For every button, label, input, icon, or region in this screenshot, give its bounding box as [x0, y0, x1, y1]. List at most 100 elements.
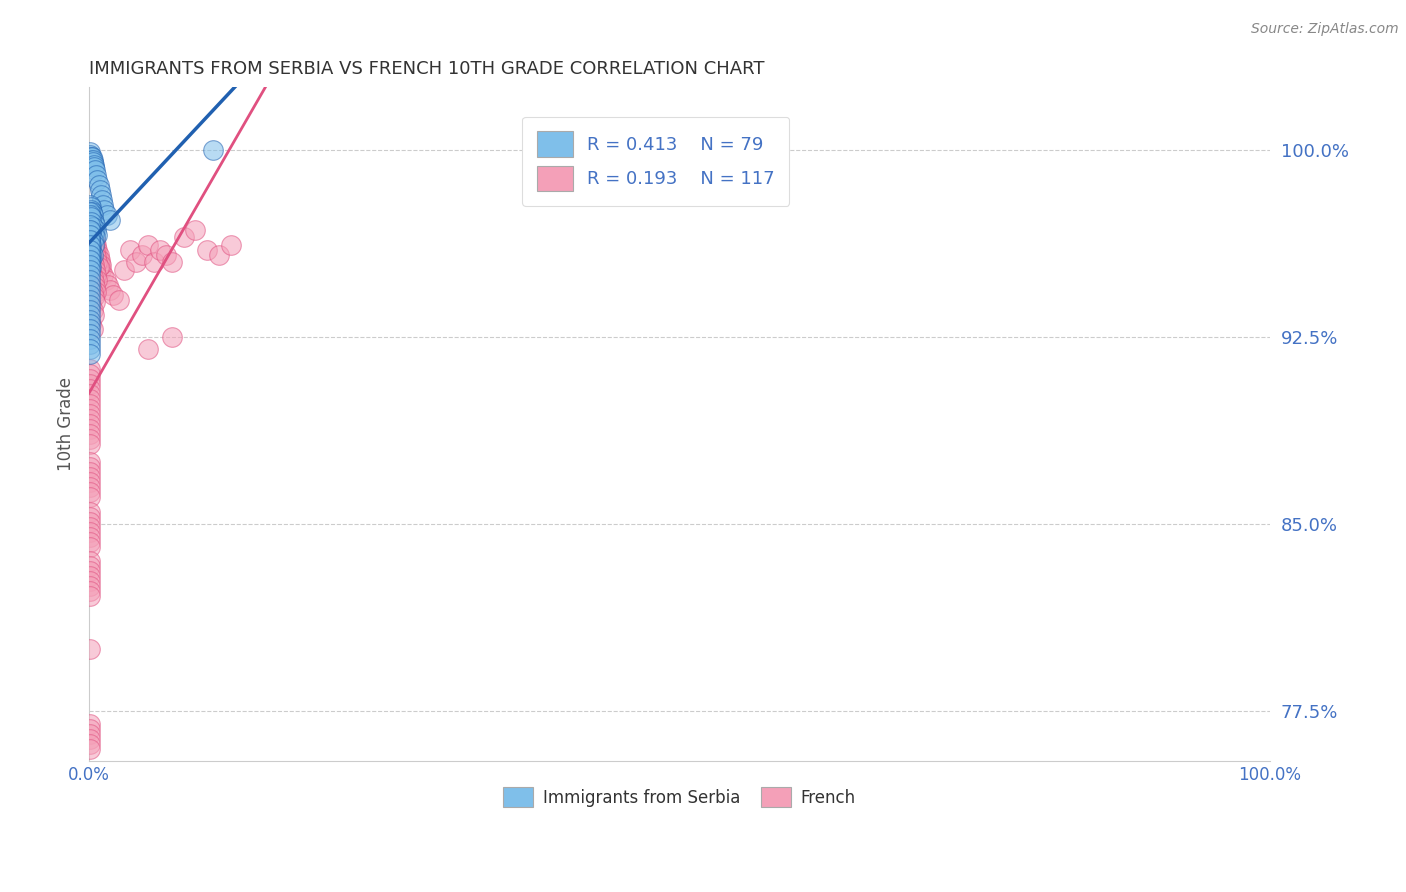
Point: [84, 250, 107, 264]
Point: [84, 262, 107, 277]
Point: [83, 233, 105, 247]
Point: [79, 233, 101, 247]
Point: [83, 237, 105, 252]
Point: [79, 574, 101, 589]
Point: [79, 590, 101, 604]
Point: [82, 208, 104, 222]
Point: [79, 412, 101, 426]
Point: [84, 280, 107, 294]
Point: [79, 427, 101, 442]
Point: [89, 183, 111, 197]
Point: [79, 465, 101, 479]
Point: [79, 218, 101, 232]
Point: [79, 198, 101, 212]
Point: [80, 215, 103, 229]
Point: [79, 247, 101, 261]
Point: [79, 726, 101, 740]
Point: [83, 161, 105, 175]
Point: [91, 198, 114, 212]
Point: [79, 402, 101, 417]
Point: [79, 417, 101, 432]
Point: [173, 230, 195, 244]
Point: [114, 262, 136, 277]
Point: [89, 252, 111, 267]
Point: [83, 215, 105, 229]
Point: [80, 237, 103, 252]
Point: [82, 252, 104, 267]
Point: [90, 262, 112, 277]
Point: [82, 233, 104, 247]
Point: [79, 252, 101, 267]
Point: [79, 515, 101, 529]
Point: [98, 283, 121, 297]
Point: [80, 223, 103, 237]
Point: [79, 377, 101, 392]
Point: [80, 260, 103, 274]
Point: [80, 218, 103, 232]
Point: [80, 252, 103, 267]
Point: [79, 272, 101, 286]
Point: [79, 145, 101, 160]
Point: [82, 153, 104, 167]
Point: [79, 372, 101, 386]
Point: [87, 260, 110, 274]
Point: [84, 218, 107, 232]
Point: [79, 212, 101, 227]
Point: [79, 233, 101, 247]
Point: [80, 202, 103, 217]
Point: [84, 233, 107, 247]
Point: [79, 540, 101, 554]
Point: [90, 187, 112, 202]
Point: [86, 227, 108, 242]
Point: [79, 208, 101, 222]
Point: [87, 252, 110, 267]
Point: [143, 255, 166, 269]
Point: [79, 530, 101, 544]
Point: [184, 223, 207, 237]
Point: [79, 293, 101, 307]
Point: [84, 285, 107, 299]
Point: [80, 150, 103, 164]
Point: [79, 333, 101, 347]
Point: [160, 255, 183, 269]
Point: [80, 247, 103, 261]
Point: [79, 223, 101, 237]
Point: [79, 243, 101, 257]
Point: [80, 227, 103, 242]
Point: [79, 312, 101, 326]
Point: [84, 162, 107, 177]
Point: [83, 258, 105, 272]
Point: [79, 455, 101, 469]
Point: [98, 212, 121, 227]
Point: [79, 302, 101, 317]
Point: [79, 297, 101, 311]
Point: [79, 277, 101, 292]
Point: [83, 275, 105, 289]
Point: [79, 480, 101, 494]
Point: [79, 505, 101, 519]
Point: [131, 247, 153, 261]
Point: [87, 247, 110, 261]
Point: [79, 519, 101, 533]
Point: [86, 247, 108, 261]
Point: [84, 237, 107, 252]
Point: [202, 143, 225, 157]
Point: [80, 318, 103, 332]
Point: [79, 584, 101, 599]
Point: [79, 252, 101, 267]
Y-axis label: 10th Grade: 10th Grade: [58, 377, 75, 471]
Point: [82, 322, 104, 336]
Point: [80, 247, 103, 261]
Point: [83, 227, 105, 242]
Point: [79, 469, 101, 483]
Point: [80, 200, 103, 214]
Point: [79, 737, 101, 751]
Point: [79, 243, 101, 257]
Point: [93, 202, 115, 217]
Point: [86, 243, 108, 257]
Point: [79, 392, 101, 407]
Point: [84, 245, 107, 260]
Point: [80, 225, 103, 239]
Point: [79, 148, 101, 162]
Point: [80, 211, 103, 225]
